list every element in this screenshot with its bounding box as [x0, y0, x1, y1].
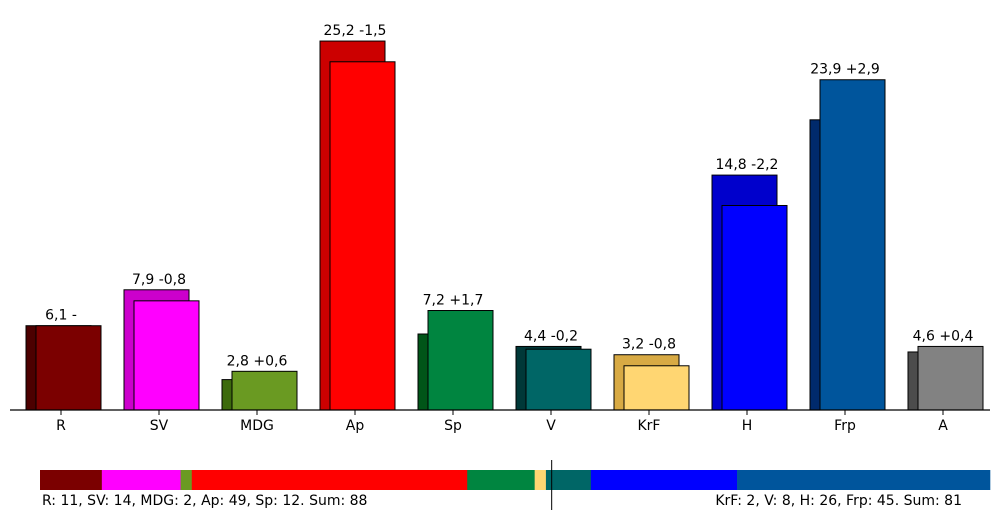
x-tick-label-a: A	[938, 418, 948, 434]
bar-current-sv	[133, 300, 200, 411]
data-label-a: 4,6 +0,4	[913, 328, 974, 344]
x-tick-label-frp: Frp	[834, 418, 856, 434]
data-label-sv: 7,9 -0,8	[132, 272, 186, 288]
data-label-sp: 7,2 +1,7	[423, 293, 484, 309]
bar-current-krf	[623, 365, 690, 411]
bar-current-r	[35, 325, 102, 411]
seat-distribution-bar	[40, 470, 991, 490]
seat-segment-h	[590, 470, 738, 490]
bar-current-mdg	[231, 370, 298, 411]
seat-segment-sp	[467, 470, 535, 490]
seat-segment-mdg	[180, 470, 193, 490]
x-tick-label-sp: Sp	[444, 418, 462, 434]
bar-current-ap	[329, 61, 396, 411]
x-tick-group: R SV MDG Ap Sp V KrF H Frp A	[56, 410, 948, 434]
x-tick-label-v: V	[546, 418, 556, 434]
data-label-krf: 3,2 -0,8	[622, 337, 676, 353]
x-tick-label-krf: KrF	[638, 418, 661, 434]
bar-current-a	[917, 345, 984, 411]
data-label-frp: 23,9 +2,9	[810, 62, 880, 78]
seat-segment-frp	[737, 470, 991, 490]
x-tick-label-mdg: MDG	[240, 418, 274, 434]
data-label-r: 6,1 -	[45, 308, 77, 324]
data-label-mdg: 2,8 +0,6	[227, 353, 288, 369]
right-seat-summary: KrF: 2, V: 8, H: 26, Frp: 45. Sum: 81	[715, 493, 962, 509]
bar-current-sp	[427, 310, 494, 411]
bar-current-v	[525, 348, 592, 411]
x-tick-label-ap: Ap	[346, 418, 365, 434]
left-seat-summary: R: 11, SV: 14, MDG: 2, Ap: 49, Sp: 12. S…	[42, 493, 367, 509]
seat-segment-ap	[191, 470, 468, 490]
x-tick-label-r: R	[56, 418, 66, 434]
data-label-ap: 25,2 -1,5	[324, 23, 387, 39]
seat-segment-v	[545, 470, 592, 490]
bar-current-frp	[819, 79, 886, 411]
bar-group: 6,1 - 7,9 -0,8 2,8 +0,6 25,2 -1,5 7,2 +1,7 4,…	[25, 23, 984, 411]
seat-segment-r	[40, 470, 103, 490]
bar-current-h	[721, 204, 788, 411]
seat-segment-sv	[101, 470, 181, 490]
x-tick-label-h: H	[742, 418, 753, 434]
seat-segment-krf	[534, 470, 547, 490]
x-tick-label-sv: SV	[150, 418, 169, 434]
data-label-v: 4,4 -0,2	[524, 328, 578, 344]
data-label-h: 14,8 -2,2	[716, 157, 779, 173]
